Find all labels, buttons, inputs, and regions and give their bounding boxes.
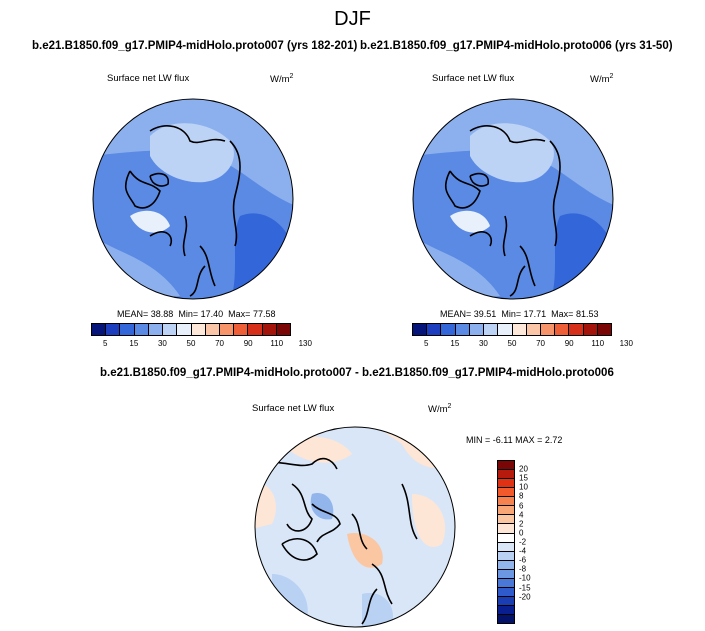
panel-2-colorbar-swatch [469,324,485,335]
panel-2-colorbar-swatch [597,324,612,335]
panel-1-colorbar-tick-label: 70 [215,339,225,348]
panel-1-colorbar-swatch [276,324,291,335]
difference-colorbar-tick-label: 0 [519,528,524,538]
panel-2-colorbar [412,323,612,336]
figure-title: DJF [334,8,371,30]
panel-1-colorbar-swatch [219,324,235,335]
panel-2-colorbar-swatch [498,324,513,335]
panel-2-colorbar-swatch [413,324,428,335]
panel-2-colorbar-tick-label: 50 [507,339,517,348]
panel-1-colorbar-swatch [106,324,121,335]
panel-2-colorbar-tick-label: 15 [450,339,460,348]
panel-2-colorbar-swatch [583,324,598,335]
panel-2-title: b.e21.B1850.f09_g17.PMIP4-midHolo.proto0… [360,40,673,52]
panel-1-colorbar-swatch [92,324,107,335]
panel-1-colorbar-tick-label: 30 [157,339,167,348]
difference-colorbar-swatch [498,533,514,543]
panel-2-colorbar-tick-label: 90 [564,339,574,348]
panel-2-colorbar-swatch [555,324,570,335]
panel-1-colorbar-swatch [177,324,192,335]
difference-colorbar-swatch [498,506,514,516]
panel-2-colorbar-swatch [512,324,527,335]
difference-units: W/m2 [428,403,452,416]
panel-2-variable-label: Surface net LW flux [432,73,515,84]
difference-colorbar-tick-label: 8 [519,491,524,501]
panel-1-colorbar-swatch [148,324,164,335]
panel-1-colorbar-tick-label: 130 [298,339,312,348]
panel-2-colorbar-swatch [540,324,556,335]
difference-colorbar-tick-label: 2 [519,519,524,529]
difference-colorbar-swatch [498,551,514,561]
difference-colorbar-tick-label: -15 [519,583,531,593]
difference-colorbar-tick-label: -2 [519,537,527,547]
panel-2-colorbar-tick-label: 70 [536,339,546,348]
difference-colorbar-tick-label: -4 [519,546,527,556]
panel-1-colorbar-swatch [120,324,135,335]
difference-colorbar-tick-label: 10 [519,482,528,492]
difference-colorbar-swatch [498,479,514,489]
panel-2-colorbar-swatch [427,324,442,335]
difference-colorbar-swatch [498,615,514,624]
difference-stats: MIN = -6.11 MAX = 2.72 [466,435,563,445]
difference-colorbar [497,460,515,624]
difference-colorbar-tick-label: 20 [519,464,528,474]
difference-colorbar-tick-label: 6 [519,501,524,511]
difference-colorbar-swatch [498,587,514,597]
panel-2-units: W/m2 [590,73,614,86]
panel-1-colorbar-tick-label: 5 [103,339,108,348]
panel-1-colorbar-tick-label: 90 [243,339,253,348]
difference-colorbar-tick-label: 4 [519,510,524,520]
difference-colorbar-tick-label: -6 [519,555,527,565]
panel-2-polar-map [412,98,614,300]
panel-1-colorbar-swatch [248,324,263,335]
difference-colorbar-swatch [498,606,514,616]
difference-colorbar-swatch [498,497,514,507]
difference-colorbar-swatch [498,569,514,579]
panel-2-colorbar-swatch [569,324,584,335]
panel-2-colorbar-tick-label: 110 [591,339,605,348]
panel-1-variable-label: Surface net LW flux [107,73,190,84]
panel-1-colorbar-tick-label: 110 [270,339,284,348]
difference-colorbar-swatch [498,560,514,570]
difference-colorbar-tick-label: 15 [519,473,528,483]
panel-2-colorbar-swatch [526,324,541,335]
difference-title: b.e21.B1850.f09_g17.PMIP4-midHolo.proto0… [100,367,614,379]
panel-1-units: W/m2 [270,73,294,86]
panel-1-colorbar-swatch [205,324,220,335]
difference-variable-label: Surface net LW flux [252,403,335,414]
panel-2-colorbar-swatch [441,324,456,335]
difference-colorbar-tick-label: -8 [519,564,527,574]
difference-colorbar-swatch [498,470,514,480]
difference-colorbar-swatch [498,578,514,588]
panel-2-colorbar-tick-label: 130 [619,339,633,348]
panel-1-colorbar [91,323,291,336]
panel-1-colorbar-swatch [234,324,249,335]
panel-1-colorbar-swatch [191,324,206,335]
panel-1-colorbar-swatch [163,324,178,335]
difference-colorbar-tick-label: -20 [519,592,531,602]
panel-1-polar-map [92,98,294,300]
panel-1-colorbar-swatch [262,324,277,335]
panel-2-colorbar-swatch [455,324,470,335]
difference-colorbar-swatch [498,596,514,606]
panel-1-title: b.e21.B1850.f09_g17.PMIP4-midHolo.proto0… [32,40,358,52]
panel-1-stats: MEAN= 38.88 Min= 17.40 Max= 77.58 [117,309,276,319]
difference-colorbar-swatch [498,461,514,471]
panel-2-colorbar-tick-label: 5 [424,339,429,348]
panel-1-colorbar-tick-label: 50 [186,339,196,348]
difference-colorbar-tick-label: -10 [519,573,531,583]
difference-colorbar-swatch [498,488,514,498]
panel-2-colorbar-tick-label: 30 [478,339,488,348]
panel-2-stats: MEAN= 39.51 Min= 17.71 Max= 81.53 [440,309,599,319]
difference-polar-map [254,426,456,628]
panel-1-colorbar-swatch [134,324,149,335]
difference-colorbar-swatch [498,542,514,552]
difference-colorbar-swatch [498,524,514,534]
difference-colorbar-swatch [498,515,514,525]
panel-1-colorbar-tick-label: 15 [129,339,139,348]
panel-2-colorbar-swatch [484,324,499,335]
